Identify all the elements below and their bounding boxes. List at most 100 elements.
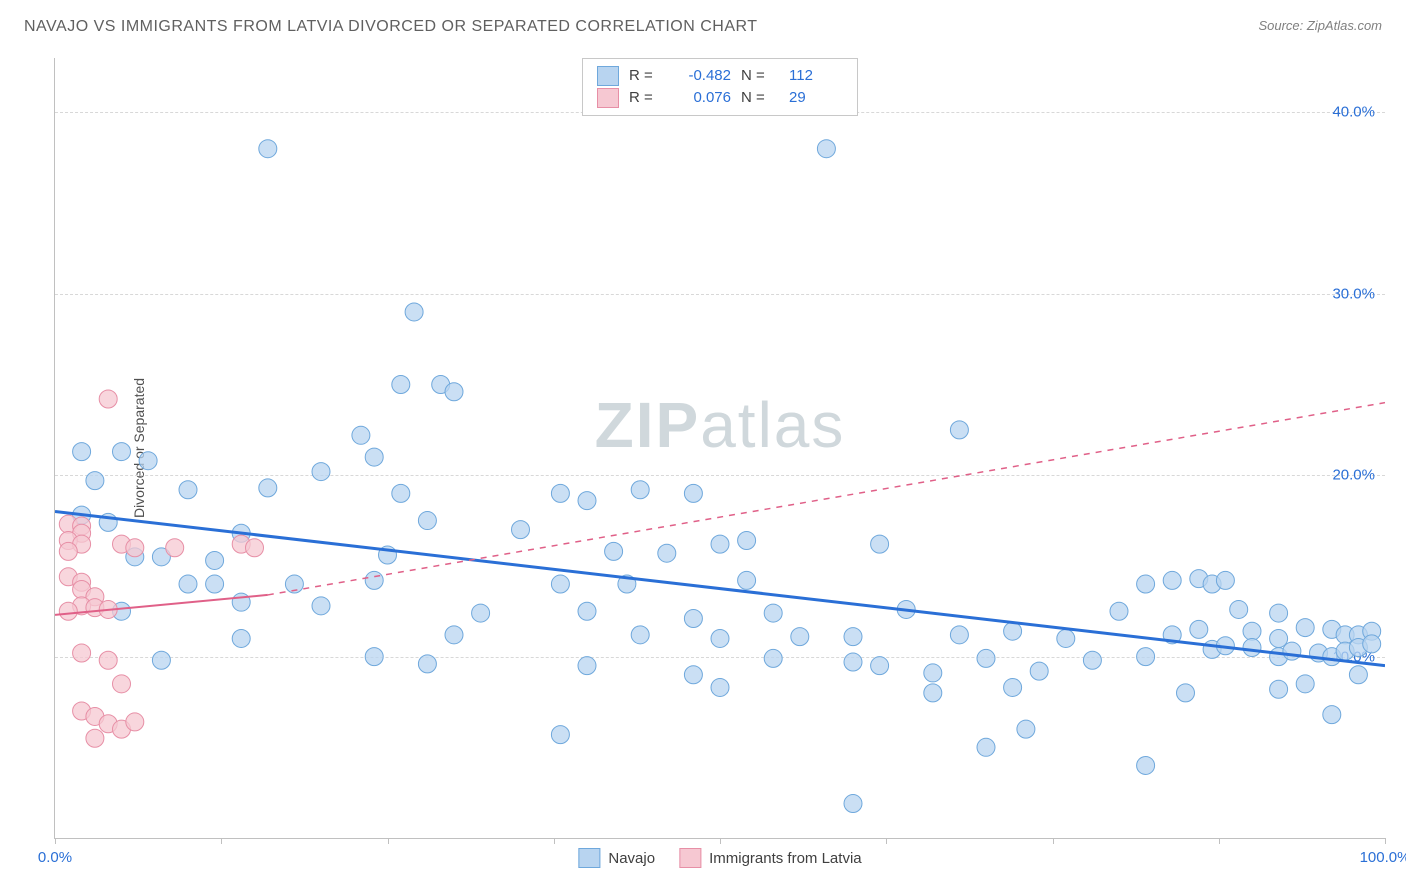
scatter-point-navajo: [711, 629, 729, 647]
scatter-point-navajo: [179, 575, 197, 593]
scatter-point-latvia: [73, 644, 91, 662]
x-tick-label: 0.0%: [38, 849, 72, 866]
scatter-point-navajo: [1216, 571, 1234, 589]
legend-swatch-navajo: [597, 66, 619, 86]
scatter-point-navajo: [1190, 620, 1208, 638]
legend-swatch-latvia: [597, 88, 619, 108]
scatter-point-navajo: [365, 648, 383, 666]
scatter-point-navajo: [631, 626, 649, 644]
scatter-point-latvia: [246, 539, 264, 557]
scatter-point-navajo: [1283, 642, 1301, 660]
scatter-point-navajo: [259, 140, 277, 158]
x-tick: [720, 838, 721, 844]
scatter-point-navajo: [365, 448, 383, 466]
series-legend-item-navajo: Navajo: [578, 848, 655, 868]
scatter-point-navajo: [1137, 648, 1155, 666]
scatter-point-navajo: [684, 484, 702, 502]
scatter-point-navajo: [844, 795, 862, 813]
correlation-legend-row-latvia: R =0.076N =29: [597, 87, 843, 109]
scatter-point-navajo: [551, 575, 569, 593]
n-label: N =: [741, 87, 779, 109]
scatter-point-navajo: [1243, 639, 1261, 657]
scatter-point-navajo: [684, 610, 702, 628]
scatter-point-latvia: [59, 602, 77, 620]
scatter-point-navajo: [312, 597, 330, 615]
scatter-point-navajo: [1163, 571, 1181, 589]
scatter-point-navajo: [1004, 678, 1022, 696]
scatter-svg: [55, 58, 1385, 838]
scatter-point-navajo: [738, 571, 756, 589]
scatter-point-navajo: [1230, 600, 1248, 618]
correlation-legend-row-navajo: R =-0.482N =112: [597, 65, 843, 87]
scatter-point-navajo: [418, 512, 436, 530]
x-tick: [886, 838, 887, 844]
scatter-point-navajo: [365, 571, 383, 589]
r-label: R =: [629, 87, 667, 109]
chart-title: NAVAJO VS IMMIGRANTS FROM LATVIA DIVORCE…: [24, 18, 758, 36]
scatter-point-navajo: [1057, 629, 1075, 647]
scatter-point-navajo: [312, 463, 330, 481]
scatter-point-navajo: [1004, 622, 1022, 640]
scatter-point-navajo: [738, 532, 756, 550]
trend-line-dash-latvia: [268, 403, 1385, 595]
scatter-point-navajo: [871, 657, 889, 675]
x-tick: [388, 838, 389, 844]
scatter-point-navajo: [551, 484, 569, 502]
scatter-point-navajo: [392, 376, 410, 394]
scatter-point-navajo: [1137, 575, 1155, 593]
scatter-point-navajo: [711, 678, 729, 696]
scatter-point-navajo: [472, 604, 490, 622]
n-value-navajo: 112: [789, 65, 843, 87]
scatter-point-navajo: [844, 628, 862, 646]
scatter-point-navajo: [259, 479, 277, 497]
scatter-point-navajo: [1177, 684, 1195, 702]
scatter-point-navajo: [179, 481, 197, 499]
scatter-point-navajo: [950, 626, 968, 644]
x-tick: [55, 838, 56, 844]
scatter-point-navajo: [1270, 680, 1288, 698]
scatter-point-navajo: [817, 140, 835, 158]
scatter-point-navajo: [578, 492, 596, 510]
n-value-latvia: 29: [789, 87, 843, 109]
correlation-legend: R =-0.482N =112R =0.076N =29: [582, 58, 858, 116]
scatter-point-navajo: [73, 443, 91, 461]
scatter-point-latvia: [99, 390, 117, 408]
scatter-point-navajo: [871, 535, 889, 553]
scatter-point-navajo: [551, 726, 569, 744]
scatter-point-navajo: [206, 551, 224, 569]
legend-swatch-navajo: [578, 848, 600, 868]
scatter-point-navajo: [1137, 756, 1155, 774]
scatter-point-navajo: [1296, 619, 1314, 637]
scatter-point-navajo: [764, 604, 782, 622]
scatter-point-navajo: [1363, 635, 1381, 653]
x-tick: [554, 838, 555, 844]
scatter-point-navajo: [844, 653, 862, 671]
scatter-point-navajo: [1030, 662, 1048, 680]
x-tick: [1219, 838, 1220, 844]
scatter-point-latvia: [99, 651, 117, 669]
scatter-point-latvia: [86, 729, 104, 747]
scatter-point-navajo: [1017, 720, 1035, 738]
scatter-point-navajo: [605, 542, 623, 560]
x-tick-label: 100.0%: [1360, 849, 1406, 866]
n-label: N =: [741, 65, 779, 87]
scatter-point-navajo: [445, 626, 463, 644]
scatter-point-navajo: [1349, 666, 1367, 684]
scatter-point-navajo: [764, 649, 782, 667]
scatter-point-navajo: [1323, 706, 1341, 724]
source-label: Source: ZipAtlas.com: [1258, 18, 1382, 33]
scatter-point-navajo: [924, 684, 942, 702]
scatter-point-navajo: [405, 303, 423, 321]
scatter-point-navajo: [392, 484, 410, 502]
scatter-point-navajo: [352, 426, 370, 444]
scatter-point-navajo: [113, 443, 131, 461]
scatter-point-navajo: [924, 664, 942, 682]
scatter-point-navajo: [86, 472, 104, 490]
scatter-point-navajo: [152, 651, 170, 669]
scatter-point-navajo: [1296, 675, 1314, 693]
scatter-point-latvia: [59, 542, 77, 560]
scatter-point-navajo: [950, 421, 968, 439]
scatter-point-navajo: [1083, 651, 1101, 669]
scatter-point-navajo: [658, 544, 676, 562]
legend-label-navajo: Navajo: [608, 850, 655, 867]
